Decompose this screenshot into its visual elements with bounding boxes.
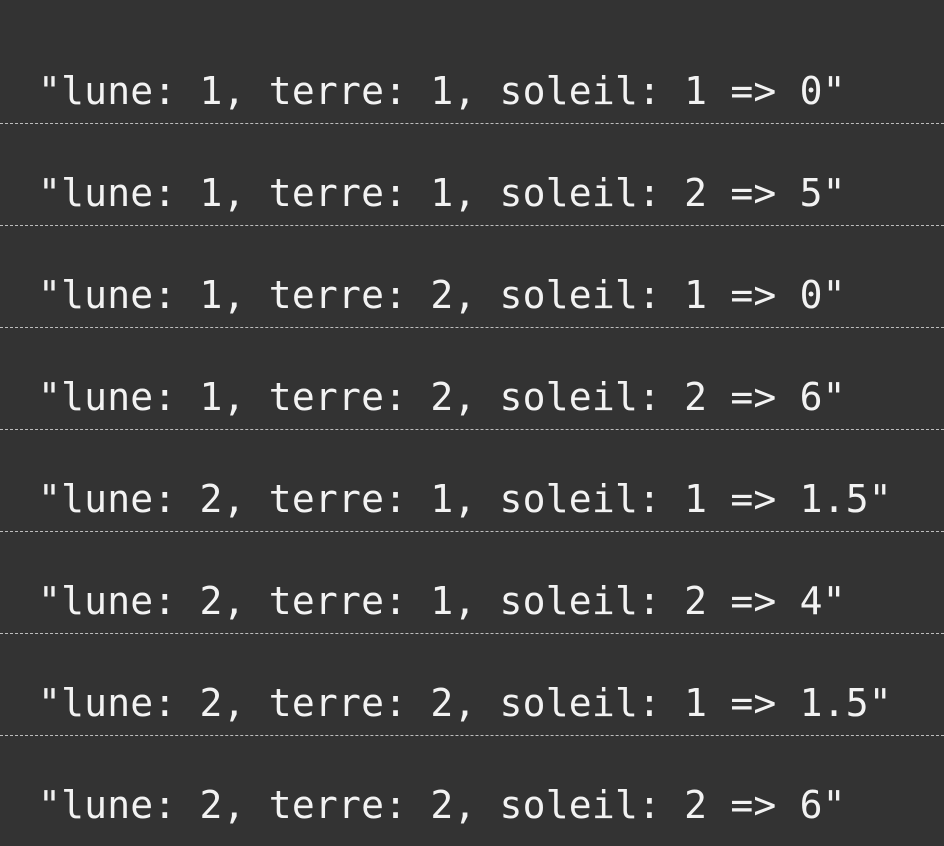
console-log-text: "lune: 2, terre: 1, soleil: 1 => 1.5" [38, 477, 892, 521]
console-log-text: "lune: 1, terre: 1, soleil: 1 => 0" [38, 69, 846, 113]
console-log-row: "lune: 1, terre: 2, soleil: 1 => 0" [0, 226, 944, 328]
console-log-text: "lune: 1, terre: 1, soleil: 2 => 5" [38, 171, 846, 215]
console-log-row: "lune: 2, terre: 2, soleil: 2 => 6" [0, 736, 944, 838]
console-log-row: "lune: 2, terre: 1, soleil: 1 => 1.5" [0, 430, 944, 532]
console-log-text: "lune: 2, terre: 2, soleil: 2 => 6" [38, 783, 846, 827]
console-log-row: "lune: 1, terre: 1, soleil: 1 => 0" [0, 22, 944, 124]
console-log-text: "lune: 2, terre: 2, soleil: 1 => 1.5" [38, 681, 892, 725]
console-log-row: "lune: 2, terre: 2, soleil: 1 => 1.5" [0, 634, 944, 736]
console-log-row: "lune: 1, terre: 1, soleil: 2 => 5" [0, 124, 944, 226]
console-log-row: "lune: 2, terre: 1, soleil: 2 => 4" [0, 532, 944, 634]
console-log-text: "lune: 1, terre: 2, soleil: 1 => 0" [38, 273, 846, 317]
console-log-row: "lune: 1, terre: 2, soleil: 2 => 6" [0, 328, 944, 430]
console-log-text: "lune: 1, terre: 2, soleil: 2 => 6" [38, 375, 846, 419]
console-log-text: "lune: 2, terre: 1, soleil: 2 => 4" [38, 579, 846, 623]
